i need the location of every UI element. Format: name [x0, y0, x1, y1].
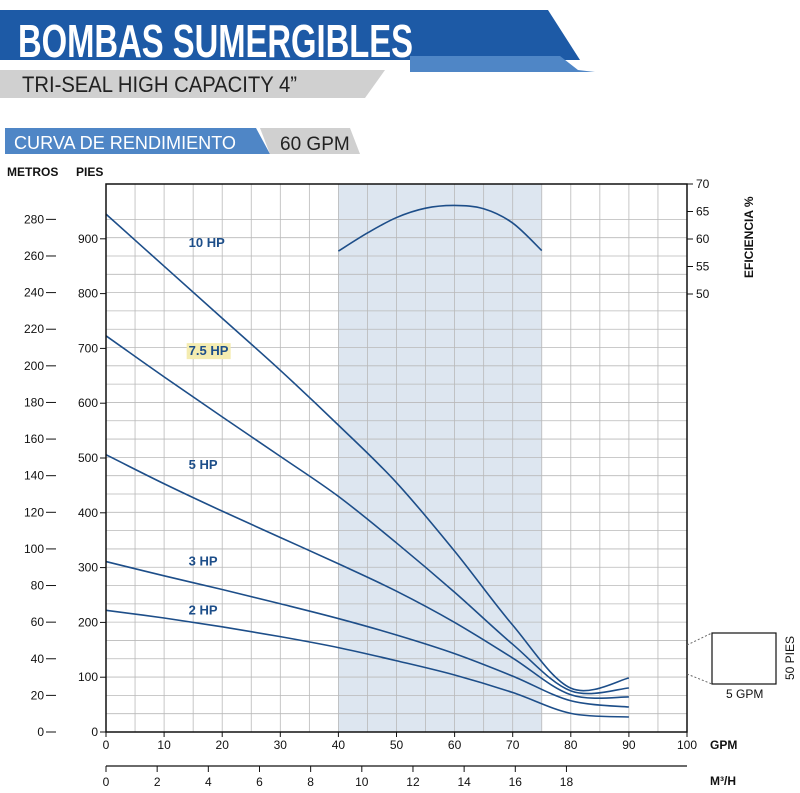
pies-tick-label: 500 [78, 451, 98, 465]
gpm-tick-label: 10 [157, 738, 171, 752]
series-label-highlight [186, 343, 231, 360]
efficiency-tick-label: 60 [696, 232, 710, 246]
metros-tick-label: 280 [24, 212, 44, 226]
scale-connector-bottom [686, 673, 713, 685]
flow-rating: 60 GPM [280, 134, 350, 155]
title-banner-accent [410, 56, 595, 72]
gpm-tick-label: 80 [564, 738, 578, 752]
axis-ticks: 0204060801001201401601802002202402602800… [24, 177, 710, 789]
m3h-tick-label: 18 [560, 775, 574, 789]
m3h-tick-label: 10 [355, 775, 369, 789]
m3h-tick-label: 0 [103, 775, 110, 789]
scale-height-label: 50 PIES [783, 636, 797, 680]
page-subtitle: TRI-SEAL HIGH CAPACITY 4” [22, 72, 297, 97]
metros-tick-label: 80 [31, 579, 45, 593]
pies-tick-label: 400 [78, 506, 98, 520]
page-title: BOMBAS SUMERGIBLES [18, 15, 413, 67]
m3h-tick-label: 8 [307, 775, 314, 789]
series-label: 3 HP [189, 554, 218, 569]
section-label: CURVA DE RENDIMIENTO [14, 133, 236, 153]
head-curve-10hp [105, 213, 630, 692]
head-curve-2hp [105, 609, 629, 718]
series-label: 2 HP [189, 602, 218, 617]
metros-tick-label: 200 [24, 359, 44, 373]
pies-tick-label: 100 [78, 670, 98, 684]
gpm-tick-label: 20 [216, 738, 230, 752]
metros-tick-label: 240 [24, 286, 44, 300]
gpm-tick-label: 50 [390, 738, 404, 752]
metros-tick-label: 120 [24, 505, 44, 519]
series-label: 7.5 HP [189, 343, 229, 358]
gpm-tick-label: 0 [103, 738, 110, 752]
gpm-tick-label: 70 [506, 738, 520, 752]
metros-tick-label: 180 [24, 395, 44, 409]
m3h-tick-label: 2 [154, 775, 161, 789]
efficiency-curve [337, 204, 543, 252]
metros-tick-label: 140 [24, 469, 44, 483]
header-banner: BOMBAS SUMERGIBLES TRI-SEAL HIGH CAPACIT… [0, 10, 595, 155]
m3h-tick-label: 6 [256, 775, 263, 789]
m3h-tick-label: 16 [509, 775, 523, 789]
m3h-tick-label: 14 [457, 775, 471, 789]
efficiency-tick-label: 50 [696, 287, 710, 301]
pies-axis-label: PIES [76, 165, 103, 179]
pies-tick-label: 300 [78, 561, 98, 575]
head-curve-5hp [105, 453, 629, 700]
series-label: 5 HP [189, 457, 218, 472]
curves: 10 HP 7.5 HP 5 HP 3 HP 2 HP [105, 204, 630, 718]
m3h-axis-label: M³/H [710, 774, 736, 788]
metros-tick-label: 160 [24, 432, 44, 446]
gpm-tick-label: 60 [448, 738, 462, 752]
series-label: 10 HP [189, 235, 225, 250]
head-curve-3hp [105, 560, 629, 708]
pies-tick-label: 600 [78, 396, 98, 410]
scale-legend: 50 PIES 5 GPM [686, 632, 797, 701]
efficiency-axis-label: EFICIENCIA % [742, 196, 756, 278]
metros-tick-label: 220 [24, 322, 44, 336]
subtitle-banner [0, 70, 385, 98]
efficiency-tick-label: 65 [696, 205, 710, 219]
gpm-tick-label: 90 [622, 738, 636, 752]
highlight-band [338, 184, 542, 732]
pies-tick-label: 0 [91, 725, 98, 739]
head-curve-75hp [105, 335, 629, 695]
pies-tick-label: 800 [78, 287, 98, 301]
pies-tick-label: 200 [78, 615, 98, 629]
scale-width-label: 5 GPM [726, 687, 763, 701]
metros-tick-label: 20 [31, 688, 45, 702]
metros-tick-label: 260 [24, 249, 44, 263]
gpm-axis-label: GPM [710, 738, 737, 752]
m3h-tick-label: 12 [406, 775, 420, 789]
gpm-tick-label: 40 [332, 738, 346, 752]
metros-tick-label: 40 [31, 652, 45, 666]
flow-rating-bg [260, 128, 360, 154]
scale-connector-top [686, 632, 713, 646]
metros-tick-label: 100 [24, 542, 44, 556]
pies-tick-label: 700 [78, 341, 98, 355]
pies-tick-label: 900 [78, 232, 98, 246]
efficiency-tick-label: 55 [696, 260, 710, 274]
metros-tick-label: 0 [37, 725, 44, 739]
metros-axis-label: METROS [7, 165, 58, 179]
m3h-tick-label: 4 [205, 775, 212, 789]
title-banner [0, 10, 580, 60]
efficiency-tick-label: 70 [696, 177, 710, 191]
scale-box [711, 632, 777, 685]
metros-tick-label: 60 [31, 615, 45, 629]
gpm-tick-label: 30 [274, 738, 288, 752]
section-label-bg [5, 128, 270, 154]
gpm-tick-label: 100 [677, 738, 697, 752]
